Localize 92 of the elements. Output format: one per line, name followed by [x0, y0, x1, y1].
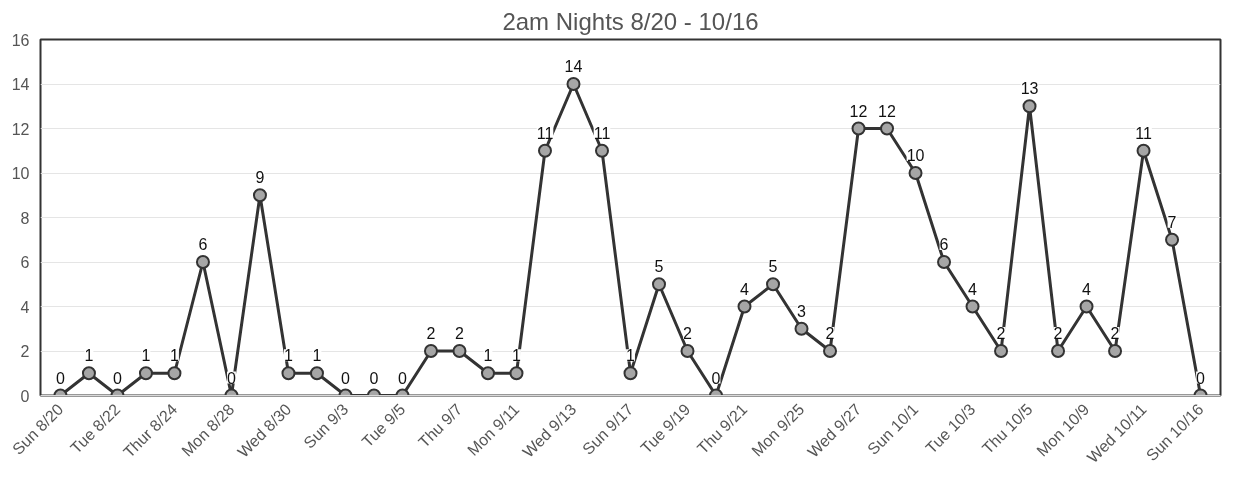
data-label: 4: [740, 280, 750, 298]
y-tick-label: 12: [11, 120, 30, 138]
y-tick-label: 6: [20, 254, 30, 271]
data-label: 4: [968, 280, 978, 298]
point: [537, 143, 552, 158]
data-label: 2: [996, 325, 1006, 342]
data-label: 1: [483, 347, 493, 365]
data-label: 0: [341, 369, 351, 387]
data-label: 5: [768, 258, 778, 276]
data-label: 0: [398, 369, 408, 387]
point: [566, 77, 581, 91]
point: [1079, 299, 1094, 314]
x-tick-label: Tue 9/5: [358, 400, 409, 451]
y-tick-label: 2: [20, 343, 30, 360]
point: [195, 255, 210, 269]
x-tick-label: Sun 10/1: [864, 400, 922, 458]
point: [1022, 99, 1037, 114]
point: [1165, 232, 1180, 247]
x-tick-label: Sun 9/3: [300, 400, 352, 452]
data-label: 6: [939, 236, 949, 253]
point: [737, 299, 752, 314]
point: [1108, 344, 1123, 358]
point: [452, 344, 467, 358]
x-tick-label: Mon 9/11: [464, 400, 523, 459]
chart-title: 2am Nights 8/20 - 10/16: [502, 7, 759, 35]
point: [509, 366, 524, 381]
data-label: 2: [455, 325, 465, 342]
data-label: 2: [683, 325, 693, 342]
data-label: 0: [711, 369, 721, 387]
data-label: 0: [1196, 369, 1206, 387]
data-label: 1: [284, 347, 294, 365]
data-label: 12: [878, 102, 897, 120]
point: [81, 366, 96, 381]
data-label: 14: [564, 58, 583, 75]
point: [281, 366, 296, 381]
data-label: 11: [1135, 124, 1152, 142]
point: [880, 121, 895, 136]
data-label: 1: [141, 347, 151, 365]
point: [595, 143, 609, 158]
point: [823, 344, 838, 358]
data-label: 10: [906, 147, 925, 164]
point: [908, 166, 923, 180]
y-tick-label: 10: [11, 165, 30, 182]
data-label: 2: [426, 325, 436, 342]
point: [794, 321, 809, 336]
x-tick-label: Thu 9/7: [415, 400, 466, 451]
point: [937, 255, 952, 269]
data-label: 1: [626, 347, 636, 365]
point: [994, 344, 1009, 358]
point: [965, 299, 980, 314]
data-label: 3: [797, 302, 807, 320]
y-tick-label: 14: [11, 76, 30, 93]
y-tick-label: 16: [11, 31, 30, 49]
point: [1051, 344, 1066, 358]
data-label: 0: [227, 369, 237, 387]
data-label: 7: [1167, 213, 1177, 231]
data-label: 0: [56, 369, 65, 387]
point: [851, 121, 866, 136]
y-tick-label: 8: [20, 209, 30, 227]
data-label: 1: [312, 347, 322, 365]
data-label: 1: [170, 347, 180, 365]
point: [652, 277, 666, 292]
point: [680, 344, 695, 358]
data-label: 4: [1082, 280, 1092, 298]
point: [423, 344, 438, 358]
x-tick-label: Mon 8/28: [178, 400, 238, 460]
data-label: 13: [1020, 80, 1039, 98]
data-label: 5: [654, 258, 664, 276]
data-label: 2: [1110, 325, 1120, 342]
x-tick-label: Tue 9/19: [637, 400, 694, 457]
data-label: 9: [255, 169, 265, 187]
point: [309, 366, 324, 381]
point: [766, 277, 781, 292]
data-label: 0: [113, 369, 123, 387]
y-tick-label: 4: [20, 298, 30, 316]
data-label: 2: [1053, 325, 1063, 342]
point: [623, 366, 638, 381]
point: [167, 366, 182, 381]
data-label: 2: [825, 325, 835, 342]
data-label: 1: [512, 347, 522, 365]
data-label: 1: [84, 347, 94, 365]
data-label: 6: [198, 236, 208, 253]
point: [138, 366, 153, 381]
x-tick-label: Thu 9/21: [693, 400, 751, 458]
data-label: 12: [849, 102, 868, 120]
data-label: 0: [369, 369, 379, 387]
y-tick-label: 0: [20, 387, 30, 405]
point: [252, 188, 267, 203]
data-label: 11: [536, 124, 554, 142]
point: [480, 366, 495, 381]
data-label: 11: [593, 124, 611, 142]
point: [1136, 143, 1151, 158]
